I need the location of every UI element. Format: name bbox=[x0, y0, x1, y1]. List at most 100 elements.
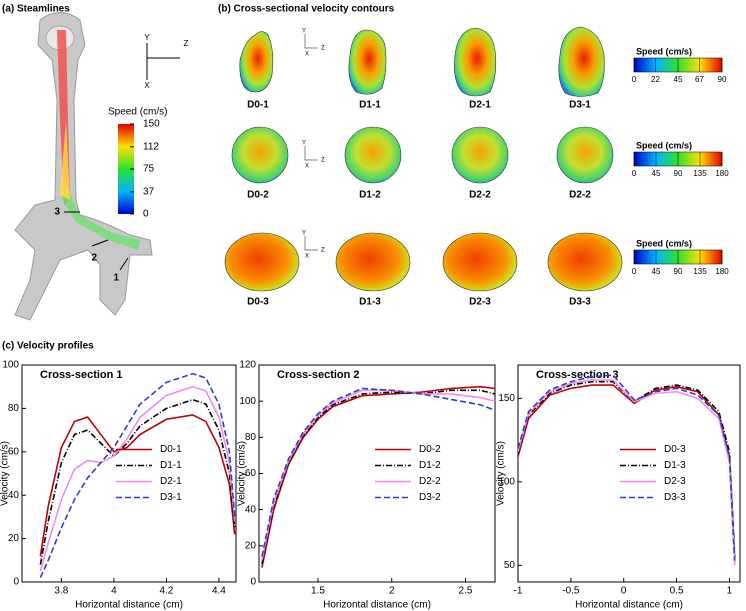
y-axis-label: Velocity (cm/s) bbox=[0, 441, 11, 506]
y-tick-label: 40 bbox=[8, 490, 20, 501]
x-tick-label: -1 bbox=[514, 586, 523, 597]
colorbar-tick-label: 90 bbox=[674, 267, 683, 276]
x-tick-label: -0.5 bbox=[562, 586, 580, 597]
contour-label: D2-2 bbox=[569, 190, 591, 201]
contour-label: D1-2 bbox=[359, 190, 381, 201]
legend-label: D1-3 bbox=[664, 460, 686, 471]
line-series bbox=[518, 374, 736, 561]
x-tick-label: 4 bbox=[111, 586, 117, 597]
plot-area bbox=[39, 372, 236, 578]
legend-label: D0-2 bbox=[419, 444, 441, 455]
axis-label: Y bbox=[302, 29, 306, 35]
contour-label: D2-2 bbox=[469, 190, 491, 201]
colorbar-tick-label: 75 bbox=[143, 164, 155, 175]
contour-label: D0-1 bbox=[247, 100, 269, 111]
legend-label: D3-2 bbox=[419, 492, 441, 503]
y-tick-label: 150 bbox=[498, 393, 515, 404]
x-tick-label: 4.2 bbox=[159, 586, 173, 597]
line-series bbox=[518, 379, 736, 566]
colorbar-tick-label: 135 bbox=[693, 267, 707, 276]
line-series bbox=[261, 389, 495, 565]
x-tick-label: 2 bbox=[389, 586, 395, 597]
axis-label: Y bbox=[302, 231, 306, 237]
y-tick-label: 0 bbox=[13, 577, 19, 588]
contours bbox=[224, 26, 623, 292]
axis-label: Y bbox=[144, 33, 150, 42]
axis-label: X bbox=[144, 81, 150, 90]
line-series bbox=[39, 398, 236, 565]
y-tick-label: 0 bbox=[250, 577, 256, 588]
axis-triad bbox=[304, 236, 318, 251]
colorbar-title: Speed (cm/s) bbox=[636, 238, 692, 248]
line-series bbox=[261, 387, 495, 557]
axis-label: X bbox=[305, 52, 309, 58]
x-axis-label: Horizontal distance (cm) bbox=[323, 600, 431, 611]
chart-title: Cross-section 1 bbox=[40, 369, 123, 381]
axis-triad-a bbox=[146, 43, 180, 80]
colorbar-tick-label: 150 bbox=[143, 119, 160, 130]
colorbar-tick-label: 90 bbox=[718, 75, 727, 84]
x-tick-label: 2.5 bbox=[459, 586, 473, 597]
section-lines bbox=[64, 211, 129, 271]
y-tick-label: 100 bbox=[239, 396, 256, 407]
plot-frame bbox=[517, 364, 741, 583]
y-tick-label: 100 bbox=[2, 360, 19, 371]
panel-title: (b) Cross-sectional velocity contours bbox=[218, 4, 395, 15]
section-label: 2 bbox=[91, 253, 97, 264]
colorbar-tick-label: 22 bbox=[651, 75, 660, 84]
colorbar-title: Speed (cm/s) bbox=[108, 107, 167, 118]
legend-label: D3-3 bbox=[664, 492, 686, 503]
plot-area bbox=[518, 374, 736, 566]
legend-label: D2-3 bbox=[664, 476, 686, 487]
contour-label: D3-3 bbox=[569, 297, 591, 308]
y-tick-label: 50 bbox=[504, 560, 516, 571]
y-tick-label: 60 bbox=[8, 446, 20, 457]
y-tick-label: 100 bbox=[498, 476, 515, 487]
colorbar-title: Speed (cm/s) bbox=[636, 46, 692, 56]
colorbar-tick-label: 135 bbox=[693, 169, 707, 178]
y-tick-label: 120 bbox=[239, 360, 256, 371]
axis-triad bbox=[304, 34, 318, 49]
x-tick-label: 4.4 bbox=[212, 586, 226, 597]
colorbar-tick-label: 180 bbox=[715, 169, 729, 178]
legend-label: D0-1 bbox=[160, 444, 182, 455]
colorbar-tick-label: 180 bbox=[715, 267, 729, 276]
axis-label: Z bbox=[321, 158, 325, 164]
contour-label: D2-3 bbox=[469, 297, 491, 308]
colorbar-title: Speed (cm/s) bbox=[636, 140, 692, 150]
contour-label: D1-3 bbox=[359, 297, 381, 308]
line-series bbox=[39, 372, 236, 578]
legend-label: D0-3 bbox=[664, 444, 686, 455]
x-tick-label: 3.8 bbox=[54, 586, 68, 597]
colorbar-tick-label: 0 bbox=[632, 75, 637, 84]
axis-label: X bbox=[305, 254, 309, 260]
contour-label: D1-1 bbox=[359, 100, 381, 111]
line-series bbox=[261, 385, 495, 568]
legend-label: D3-1 bbox=[160, 492, 182, 503]
contour-label: D0-3 bbox=[247, 297, 269, 308]
x-axis-label: Horizontal distance (cm) bbox=[75, 600, 183, 611]
legend-label: D1-1 bbox=[160, 460, 182, 471]
line-series bbox=[39, 414, 236, 557]
y-axis-label: Velocity (cm/s) bbox=[237, 441, 248, 506]
plot-frame bbox=[21, 364, 237, 583]
contour-label: D3-1 bbox=[569, 100, 591, 111]
axis-label: Z bbox=[184, 39, 189, 48]
colorbar-tick-label: 45 bbox=[652, 267, 661, 276]
colorbar-tick-label: 37 bbox=[143, 186, 155, 197]
y-tick-label: 60 bbox=[245, 468, 257, 479]
legend-label: D2-2 bbox=[419, 476, 441, 487]
x-axis-label: Horizontal distance (cm) bbox=[575, 600, 683, 611]
colorbar-tick-label: 112 bbox=[143, 141, 159, 152]
panel-title: (c) Velocity profiles bbox=[2, 341, 94, 352]
line-series bbox=[518, 384, 736, 563]
line-series bbox=[39, 385, 236, 572]
plot-frame bbox=[258, 364, 496, 583]
contour-label: D0-2 bbox=[247, 190, 269, 201]
y-tick-label: 40 bbox=[245, 504, 257, 515]
section-label: 1 bbox=[113, 273, 119, 284]
chart-title: Cross-section 2 bbox=[277, 369, 360, 381]
axis-label: Y bbox=[302, 141, 306, 147]
colorbar-tick-label: 0 bbox=[632, 267, 637, 276]
